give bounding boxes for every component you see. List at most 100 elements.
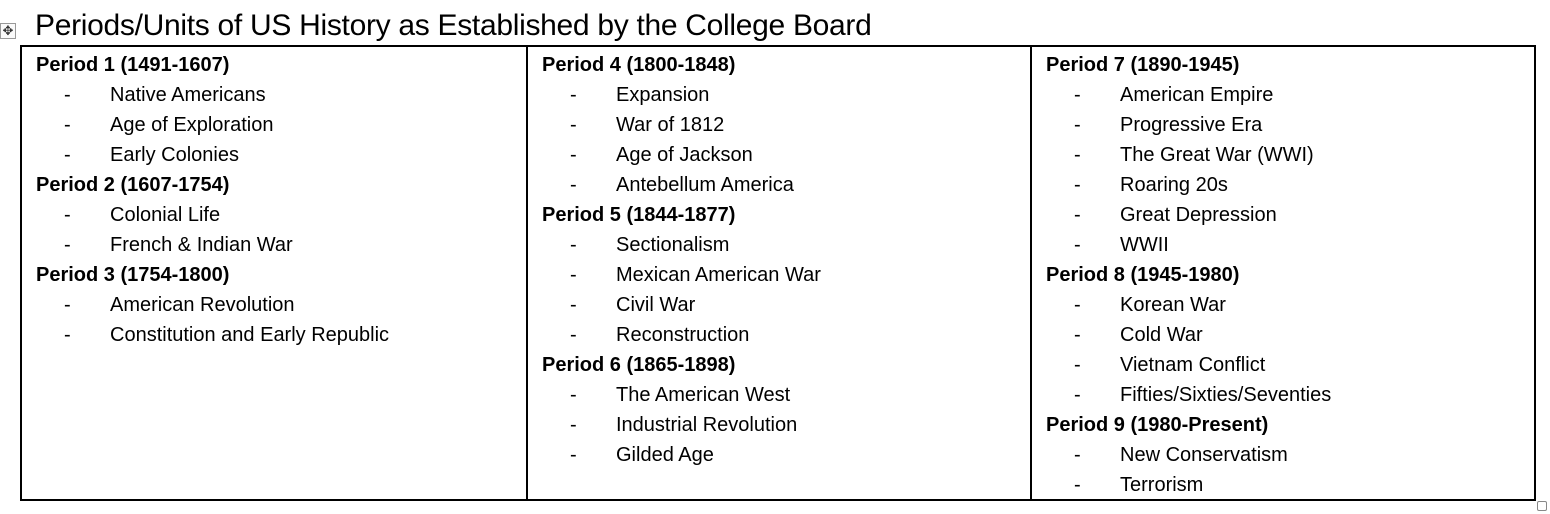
period-heading: Period 5 (1844-1877) (542, 204, 736, 226)
list-item-text: Great Depression (1120, 204, 1277, 226)
list-item: - Gilded Age (542, 440, 1030, 470)
dash-bullet: - (570, 294, 577, 316)
dash-bullet: - (64, 204, 71, 226)
list-item-text: Mexican American War (616, 264, 821, 286)
dash-bullet: - (1074, 174, 1081, 196)
dash-bullet: - (570, 324, 577, 346)
list-item: - New Conservatism (1046, 440, 1534, 470)
list-item-text: Industrial Revolution (616, 414, 798, 436)
list-item-text: American Empire (1120, 84, 1274, 106)
dash-bullet: - (1074, 204, 1081, 226)
period-heading: Period 8 (1945-1980) (1046, 264, 1240, 286)
list-item-text: Age of Jackson (616, 144, 753, 166)
dash-bullet: - (570, 234, 577, 256)
list-item: - Fifties/Sixties/Seventies (1046, 380, 1534, 410)
list-item: - French & Indian War (36, 230, 526, 260)
list-item-text: WWII (1120, 234, 1169, 256)
list-item-text: Expansion (616, 84, 710, 106)
dash-bullet: - (570, 84, 577, 106)
dash-bullet: - (570, 264, 577, 286)
list-item-text: War of 1812 (616, 114, 725, 136)
dash-bullet: - (64, 84, 71, 106)
list-item: - Cold War (1046, 320, 1534, 350)
list-item-text: Progressive Era (1120, 114, 1263, 136)
dash-bullet: - (64, 324, 71, 346)
list-item-text: American Revolution (110, 294, 295, 316)
dash-bullet: - (570, 444, 577, 466)
dash-bullet: - (1074, 384, 1081, 406)
dash-bullet: - (570, 414, 577, 436)
dash-bullet: - (1074, 324, 1081, 346)
list-item: - Vietnam Conflict (1046, 350, 1534, 380)
list-item: - Civil War (542, 290, 1030, 320)
list-item: - Native Americans (36, 80, 526, 110)
table-resize-icon[interactable] (1537, 501, 1547, 511)
table-cell-column-1: Period 1 (1491-1607) - Native Americans - Ag… (22, 47, 526, 499)
period-heading: Period 9 (1980-Present) (1046, 414, 1269, 436)
list-item: - Antebellum America (542, 170, 1030, 200)
list-item-text: Terrorism (1120, 474, 1204, 496)
periods-table: Period 1 (1491-1607) - Native Americans - Ag… (20, 45, 1536, 501)
list-item: - Roaring 20s (1046, 170, 1534, 200)
list-item: - Mexican American War (542, 260, 1030, 290)
list-item: - The Great War (WWI) (1046, 140, 1534, 170)
list-item-text: Reconstruction (616, 324, 750, 346)
list-item-text: Vietnam Conflict (1120, 354, 1266, 376)
list-item: - Early Colonies (36, 140, 526, 170)
dash-bullet: - (1074, 84, 1081, 106)
list-item-text: French & Indian War (110, 234, 293, 256)
period-heading: Period 6 (1865-1898) (542, 354, 736, 376)
list-item: - Age of Exploration (36, 110, 526, 140)
list-item: - Expansion (542, 80, 1030, 110)
list-item-text: The Great War (WWI) (1120, 144, 1314, 166)
dash-bullet: - (64, 144, 71, 166)
dash-bullet: - (570, 144, 577, 166)
list-item-text: Cold War (1120, 324, 1203, 346)
list-item: - Industrial Revolution (542, 410, 1030, 440)
list-item-text: Fifties/Sixties/Seventies (1120, 384, 1332, 406)
list-item-text: Korean War (1120, 294, 1226, 316)
list-item-text: Constitution and Early Republic (110, 324, 390, 346)
list-item-text: Early Colonies (110, 144, 239, 166)
list-item: - Terrorism (1046, 470, 1534, 500)
list-item: - Great Depression (1046, 200, 1534, 230)
list-item-text: Sectionalism (616, 234, 730, 256)
list-item: - Colonial Life (36, 200, 526, 230)
list-item-text: The American West (616, 384, 791, 406)
dash-bullet: - (64, 234, 71, 256)
dash-bullet: - (1074, 234, 1081, 256)
list-item: - Progressive Era (1046, 110, 1534, 140)
list-item: - Age of Jackson (542, 140, 1030, 170)
dash-bullet: - (1074, 354, 1081, 376)
period-heading: Period 1 (1491-1607) (36, 54, 230, 76)
table-cell-column-2: Period 4 (1800-1848) - Expansion - War of 18… (526, 47, 1030, 499)
list-item-text: Native Americans (110, 84, 266, 106)
list-item: - WWII (1046, 230, 1534, 260)
period-heading: Period 7 (1890-1945) (1046, 54, 1240, 76)
list-item-text: Civil War (616, 294, 696, 316)
dash-bullet: - (1074, 294, 1081, 316)
dash-bullet: - (1074, 474, 1081, 496)
dash-bullet: - (570, 114, 577, 136)
list-item: - Sectionalism (542, 230, 1030, 260)
dash-bullet: - (64, 294, 71, 316)
list-item-text: Gilded Age (616, 444, 714, 466)
list-item: - War of 1812 (542, 110, 1030, 140)
list-item: - The American West (542, 380, 1030, 410)
dash-bullet: - (570, 384, 577, 406)
period-heading: Period 4 (1800-1848) (542, 54, 736, 76)
list-item-text: New Conservatism (1120, 444, 1288, 466)
list-item: - Constitution and Early Republic (36, 320, 526, 350)
dash-bullet: - (1074, 144, 1081, 166)
page-title: Periods/Units of US History as Establish… (35, 9, 872, 42)
dash-bullet: - (1074, 114, 1081, 136)
list-item: - American Empire (1046, 80, 1534, 110)
dash-bullet: - (64, 114, 71, 136)
list-item-text: Age of Exploration (110, 114, 274, 136)
list-item: - American Revolution (36, 290, 526, 320)
period-heading: Period 2 (1607-1754) (36, 174, 230, 196)
list-item: - Reconstruction (542, 320, 1030, 350)
table-move-icon[interactable]: ✥ (0, 23, 16, 39)
list-item-text: Antebellum America (616, 174, 794, 196)
list-item-text: Roaring 20s (1120, 174, 1228, 196)
